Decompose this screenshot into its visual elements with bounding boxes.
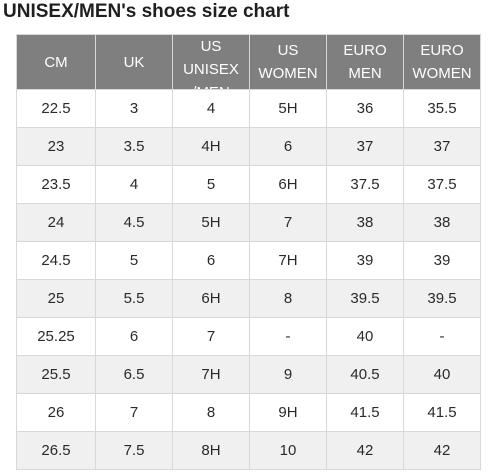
table-cell: 3.5 (95, 127, 173, 166)
table-cell: 6H (172, 279, 250, 318)
table-cell: 5 (172, 165, 250, 204)
table-cell: 22.5 (16, 89, 96, 128)
table-cell: 4 (172, 89, 250, 128)
table-cell: 37 (326, 127, 404, 166)
table-cell: 5 (95, 241, 173, 280)
table-cell: 26.5 (16, 431, 96, 470)
column-header-label: EURO WOMEN (412, 42, 472, 82)
table-cell: 38 (403, 203, 481, 242)
column-header-label: EURO MEN (343, 42, 387, 82)
table-cell: 41.5 (403, 393, 481, 432)
table-cell: 6 (172, 241, 250, 280)
table-cell: 42 (403, 431, 481, 470)
table-cell: - (249, 317, 327, 356)
table-row: 26 7 8 9H 41.5 41.5 (16, 393, 481, 432)
table-cell: 40 (326, 317, 404, 356)
table-cell: 6 (95, 317, 173, 356)
table-row: 23 3.5 4H 6 37 37 (16, 127, 481, 166)
table-cell: 4.5 (95, 203, 173, 242)
table-cell: 36 (326, 89, 404, 128)
table-cell: 25 (16, 279, 96, 318)
table-cell: 39.5 (403, 279, 481, 318)
table-cell: 6.5 (95, 355, 173, 394)
table-cell: 39 (326, 241, 404, 280)
table-cell: 7 (172, 317, 250, 356)
table-cell: 35.5 (403, 89, 481, 128)
table-cell: 6 (249, 127, 327, 166)
table-cell: 9 (249, 355, 327, 394)
table-cell: 38 (326, 203, 404, 242)
column-header: CM (16, 34, 96, 90)
table-cell: 4 (95, 165, 173, 204)
table-cell: 8H (172, 431, 250, 470)
table-row: 23.5 4 5 6H 37.5 37.5 (16, 165, 481, 204)
table-cell: 37.5 (403, 165, 481, 204)
table-body: 22.5 3 4 5H 36 35.5 23 3.5 4H 6 37 37 23.5 4 5 6H 37.5 37… (16, 89, 481, 470)
column-header: UK (95, 34, 173, 90)
table-cell: 7 (249, 203, 327, 242)
table-cell: 10 (249, 431, 327, 470)
table-cell: 23 (16, 127, 96, 166)
table-cell: 25.25 (16, 317, 96, 356)
table-cell: 42 (326, 431, 404, 470)
table-row: 25.5 6.5 7H 9 40.5 40 (16, 355, 481, 394)
table-cell: 8 (172, 393, 250, 432)
table-cell: 23.5 (16, 165, 96, 204)
table-cell: 41.5 (326, 393, 404, 432)
column-header-label: CM (44, 53, 68, 71)
table-cell: 7H (249, 241, 327, 280)
column-header-label: US WOMEN (258, 42, 318, 82)
column-header-label: UK (123, 53, 145, 71)
table-cell: 24 (16, 203, 96, 242)
table-cell: 25.5 (16, 355, 96, 394)
size-chart-table: CMUKUSUNISEX/MENUSWOMENEUROMENEUROWOMEN … (16, 34, 481, 470)
table-row: 24.5 5 6 7H 39 39 (16, 241, 481, 280)
table-cell: 7.5 (95, 431, 173, 470)
column-header: US WOMEN (249, 34, 327, 90)
table-cell: 37.5 (326, 165, 404, 204)
table-row: 25.25 6 7-40- (16, 317, 481, 356)
table-row: 22.5 3 4 5H 36 35.5 (16, 89, 481, 128)
table-cell: 26 (16, 393, 96, 432)
table-cell: 40.5 (326, 355, 404, 394)
table-cell: 9H (249, 393, 327, 432)
table-cell: - (403, 317, 481, 356)
table-cell: 7 (95, 393, 173, 432)
table-cell: 8 (249, 279, 327, 318)
column-header: EURO WOMEN (403, 34, 481, 90)
table-cell: 40 (403, 355, 481, 394)
table-cell: 24.5 (16, 241, 96, 280)
table-cell: 6H (249, 165, 327, 204)
table-cell: 37 (403, 127, 481, 166)
table-cell: 7H (172, 355, 250, 394)
table-row: 25 5.5 6H 8 39.5 39.5 (16, 279, 481, 318)
table-cell: 39 (403, 241, 481, 280)
page-title: UNISEX/MEN's shoes size chart (3, 1, 290, 22)
table-row: 26.5 7.5 8H 10 42 42 (16, 431, 481, 470)
table-cell: 4H (172, 127, 250, 166)
table-row: 24 4.5 5H 7 38 38 (16, 203, 481, 242)
table-cell: 3 (95, 89, 173, 128)
table-cell: 5.5 (95, 279, 173, 318)
table-cell: 5H (249, 89, 327, 128)
column-header: EURO MEN (326, 34, 404, 90)
table-cell: 39.5 (326, 279, 404, 318)
table-cell: 5H (172, 203, 250, 242)
